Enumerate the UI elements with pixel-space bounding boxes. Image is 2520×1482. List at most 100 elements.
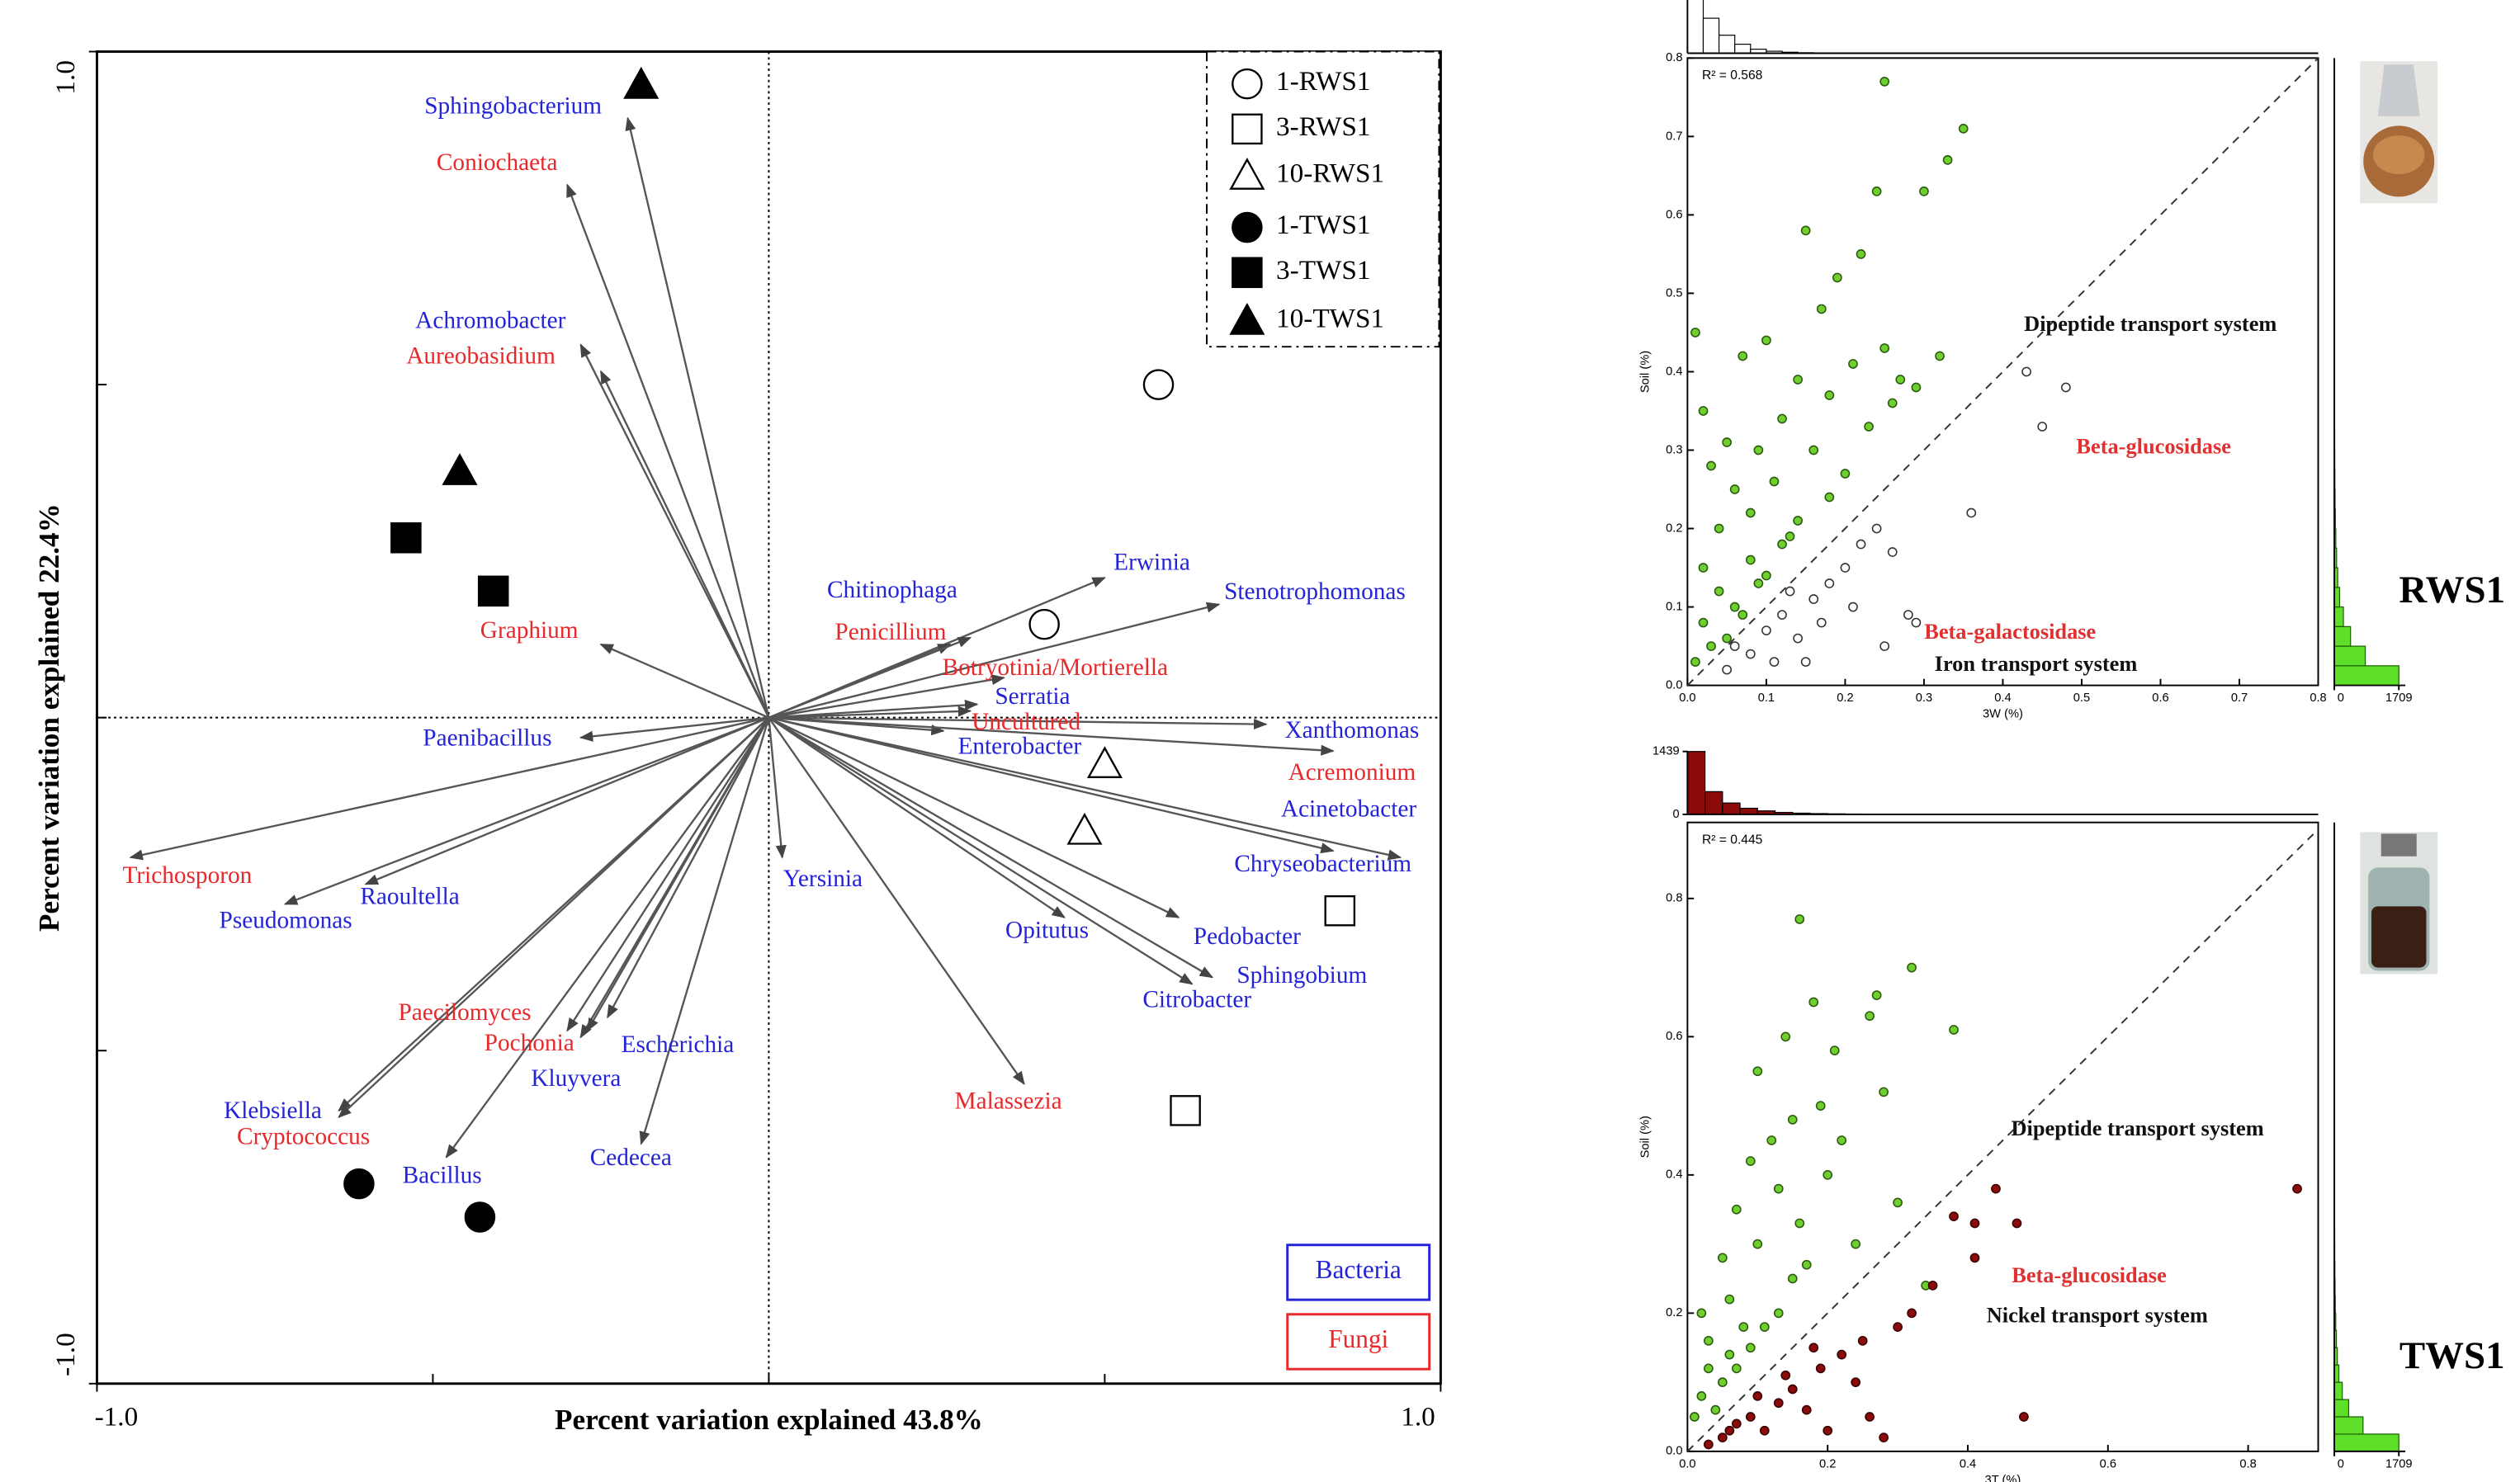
data-point (1823, 1169, 1833, 1180)
loading-label: Pseudomonas (220, 908, 352, 934)
loading-label: Pedobacter (1194, 923, 1301, 950)
hist-bar (2333, 1399, 2350, 1418)
data-point (1871, 186, 1882, 196)
loading-label: Klebsiella (224, 1097, 322, 1124)
hist-bar (1686, 0, 1704, 54)
data-point (1815, 1363, 1826, 1374)
data-point (1717, 1377, 1728, 1387)
data-point (1780, 1370, 1791, 1381)
legend-box (1206, 50, 1440, 348)
loading-label: Citrobacter (1142, 986, 1251, 1012)
data-point (1731, 1418, 1742, 1429)
y-axis-label: Soil (%) (1638, 1116, 1652, 1158)
hist-bar (2333, 665, 2399, 687)
data-point (1837, 1135, 1847, 1145)
loading-arrow (283, 716, 769, 905)
hist-bar (1702, 17, 1720, 54)
data-point (1785, 531, 1795, 541)
loading-arrow (768, 602, 1221, 719)
hist-tick-label: 0 (2338, 1457, 2344, 1470)
data-point (1911, 382, 1922, 393)
data-point (1696, 1308, 1707, 1319)
data-point (1752, 1239, 1763, 1249)
loading-arrow (579, 716, 769, 742)
data-point (1745, 555, 1756, 565)
data-point (1794, 1218, 1805, 1229)
loading-label: Opitutus (1005, 917, 1089, 943)
legend-marker (1232, 257, 1263, 289)
data-point (1815, 1101, 1826, 1111)
sample-point (1086, 746, 1123, 778)
data-point (1816, 617, 1827, 628)
hist-bar (1739, 807, 1758, 815)
annotation: Iron transport system (1935, 651, 2138, 676)
loading-label: Erwinia (1113, 550, 1190, 576)
loading-arrow (586, 717, 770, 1032)
data-point (1773, 1183, 1784, 1194)
data-point (1949, 1211, 1959, 1221)
y-tick-label: 0.5 (1666, 286, 1682, 300)
data-point (1706, 460, 1716, 471)
data-point (1738, 351, 1748, 361)
data-point (1724, 1294, 1735, 1305)
data-point (1824, 390, 1835, 400)
data-point (1745, 1343, 1756, 1353)
data-point (1777, 610, 1787, 620)
data-point (1907, 1308, 1917, 1319)
data-point (1698, 406, 1709, 416)
loading-arrow (768, 716, 1335, 854)
hist-bar (2333, 645, 2366, 667)
data-point (1808, 997, 1819, 1008)
data-point (1879, 77, 1890, 87)
group-key-label: Fungi (1328, 1324, 1388, 1353)
data-point (1729, 484, 1740, 494)
y-tick-label: 0.2 (1666, 522, 1682, 535)
hist-bar (1734, 44, 1752, 54)
x-tick-label: -1.0 (95, 1401, 139, 1432)
legend-marker (1232, 113, 1263, 145)
data-point (1722, 437, 1733, 447)
loading-arrow (768, 716, 1268, 730)
sample-point (1142, 369, 1175, 400)
data-point (2037, 422, 2048, 432)
data-point (1823, 1425, 1833, 1436)
data-point (1919, 186, 1929, 196)
data-point (2061, 382, 2071, 393)
data-point (1816, 304, 1827, 314)
data-point (1907, 962, 1917, 973)
x-tick-label: 0.8 (2239, 1457, 2256, 1470)
photo-rws1 (2360, 61, 2438, 204)
loading-label: Stenotrophomonas (1224, 578, 1406, 605)
y-tick-label: 1.0 (50, 60, 81, 95)
hist-bar (2333, 1381, 2343, 1400)
data-point (1824, 492, 1835, 503)
data-point (1769, 476, 1780, 487)
loading-arrow (768, 716, 1025, 1085)
data-point (1887, 547, 1898, 557)
data-point (1949, 1025, 1959, 1035)
sample-point (1028, 608, 1060, 640)
data-point (1761, 570, 1771, 581)
data-point (1927, 1280, 1938, 1291)
y-tick-label: 0.6 (1666, 1030, 1682, 1043)
data-point (1969, 1253, 1980, 1263)
data-point (1773, 1398, 1784, 1409)
x-axis-label: 3W (%) (1983, 708, 2023, 721)
legend-marker (1229, 302, 1265, 335)
hist-bar (2333, 1416, 2364, 1435)
sample-point (390, 522, 422, 554)
x-tick-label: 0.4 (1960, 1457, 1976, 1470)
loading-label: Kluyvera (531, 1065, 621, 1092)
legend-marker (1232, 211, 1263, 243)
sample-point (1066, 812, 1103, 845)
data-point (1714, 523, 1724, 534)
loading-arrow (566, 183, 770, 719)
data-point (1800, 225, 1811, 236)
hist-tick-label: 1709 (2385, 691, 2413, 705)
hist-bar (1719, 35, 1736, 54)
y-tick-label: 0.8 (1666, 51, 1682, 64)
data-point (1801, 1259, 1812, 1270)
data-point (2012, 1218, 2022, 1229)
data-point (1840, 563, 1851, 573)
x-tick-label: 0.3 (1916, 691, 1932, 705)
